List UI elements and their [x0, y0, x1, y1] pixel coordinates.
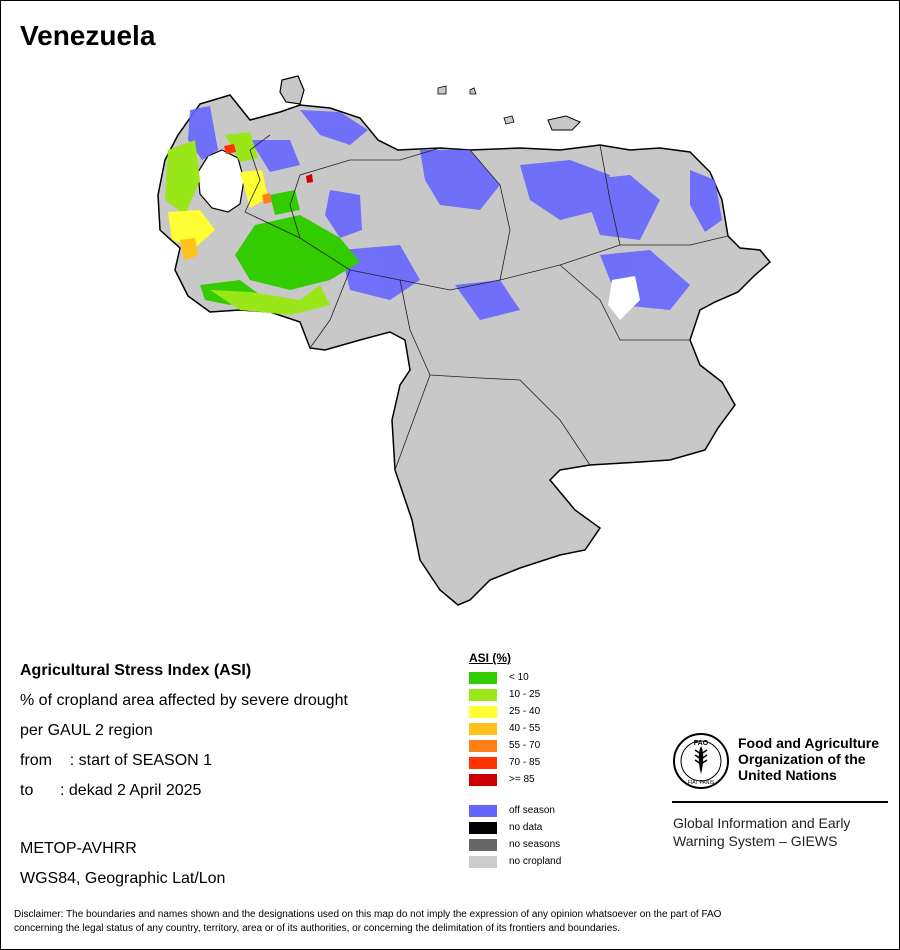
- legend-class-swatch: [469, 705, 497, 718]
- legend-other-item: no seasons: [469, 836, 561, 853]
- disclaimer: Disclaimer: The boundaries and names sho…: [14, 908, 884, 936]
- legend-class-item: 40 - 55: [469, 720, 561, 737]
- asi-10-25-areas: [165, 132, 330, 315]
- to-row: to : dekad 2 April 2025: [20, 776, 348, 806]
- projection-label: WGS84, Geographic Lat/Lon: [20, 870, 226, 887]
- giews-line-1: Global Information and Early: [673, 815, 851, 831]
- giews-label: Global Information and Early Warning Sys…: [673, 814, 889, 850]
- legend-other-swatch: [469, 804, 497, 817]
- legend-class-item: >= 85: [469, 771, 561, 788]
- legend-other-item: no cropland: [469, 853, 561, 870]
- legend-class-item: < 10: [469, 669, 561, 686]
- off-season-areas: [188, 106, 722, 320]
- from-value: : start of SEASON 1: [69, 752, 213, 769]
- white-area: [608, 276, 640, 320]
- legend-other-label: off season: [509, 805, 555, 816]
- fao-emblem-bottom: FIAT PANIS: [688, 780, 715, 786]
- map-title: Venezuela: [20, 20, 156, 51]
- margarita-island: [547, 115, 581, 131]
- admin-boundaries: [244, 134, 729, 471]
- to-label: to: [20, 782, 34, 799]
- legend-class-swatch: [469, 739, 497, 752]
- legend-class-swatch: [469, 688, 497, 701]
- fao-logo-icon: FAO FIAT PANIS: [673, 733, 729, 789]
- legend-other-label: no seasons: [509, 839, 561, 850]
- legend-class-item: 70 - 85: [469, 754, 561, 771]
- asi-40-55-area: [180, 238, 198, 260]
- legend-class-item: 10 - 25: [469, 686, 561, 703]
- asi-85-area: [306, 174, 313, 183]
- paraguana-peninsula: [279, 75, 305, 105]
- description-line-2: per GAUL 2 region: [20, 722, 153, 739]
- legend-other-swatch: [469, 821, 497, 834]
- fao-org-line-1: Food and Agriculture: [738, 735, 880, 751]
- fao-emblem-top: FAO: [694, 740, 709, 747]
- fao-org-line-2: Organization of the: [738, 751, 866, 767]
- to-value: : dekad 2 April 2025: [60, 782, 202, 799]
- asi-55-70-area: [262, 193, 272, 204]
- venezuela-map: [157, 75, 772, 606]
- legend-other-swatch: [469, 838, 497, 851]
- legend-class-label: 70 - 85: [509, 757, 541, 768]
- disclaimer-line-2: concerning the legal status of any count…: [14, 923, 621, 934]
- from-label: from: [20, 752, 52, 769]
- giews-line-2: Warning System – GIEWS: [673, 833, 838, 849]
- legend-other-label: no cropland: [509, 856, 562, 867]
- fao-org-name: Food and Agriculture Organization of the…: [738, 735, 898, 783]
- legend-other-label: no data: [509, 822, 543, 833]
- asi-low-areas: [200, 190, 360, 305]
- legend-class-label: >= 85: [509, 774, 535, 785]
- legend-classes: < 10 10 - 25 25 - 40 40 - 55 55 - 70 70 - 85 >…: [469, 669, 561, 788]
- legend-class-label: 10 - 25: [509, 689, 541, 700]
- legend-class-item: 25 - 40: [469, 703, 561, 720]
- small-islands: [437, 85, 515, 125]
- lake-maracaibo: [197, 149, 245, 213]
- sensor-label: METOP-AVHRR: [20, 840, 137, 857]
- legend-class-label: 40 - 55: [509, 723, 541, 734]
- legend-other-item: no data: [469, 819, 561, 836]
- legend-other-item: off season: [469, 802, 561, 819]
- legend-title: ASI (%): [469, 651, 511, 665]
- legend-class-item: 55 - 70: [469, 737, 561, 754]
- legend-class-label: 55 - 70: [509, 740, 541, 751]
- sensor-info: METOP-AVHRR WGS84, Geographic Lat/Lon: [20, 834, 225, 894]
- legend: ASI (%) < 10 10 - 25 25 - 40 40 - 55 55 - 70…: [469, 651, 561, 870]
- from-row: from : start of SEASON 1: [20, 746, 348, 776]
- legend-class-swatch: [469, 722, 497, 735]
- disclaimer-line-1: Disclaimer: The boundaries and names sho…: [14, 909, 722, 920]
- description-line-1: % of cropland area affected by severe dr…: [20, 692, 348, 709]
- legend-other-swatch: [469, 855, 497, 868]
- fao-divider: [672, 801, 888, 803]
- legend-other: off season no data no seasons no cropland: [469, 802, 561, 870]
- index-heading: Agricultural Stress Index (ASI): [20, 662, 252, 679]
- map-info: Agricultural Stress Index (ASI) % of cro…: [20, 656, 348, 806]
- legend-class-swatch: [469, 671, 497, 684]
- asi-25-40-areas: [168, 170, 268, 248]
- legend-class-label: 25 - 40: [509, 706, 541, 717]
- asi-70-85-area: [224, 144, 236, 154]
- fao-org-line-3: United Nations: [738, 767, 837, 783]
- legend-class-swatch: [469, 773, 497, 786]
- legend-class-swatch: [469, 756, 497, 769]
- legend-class-label: < 10: [509, 672, 529, 683]
